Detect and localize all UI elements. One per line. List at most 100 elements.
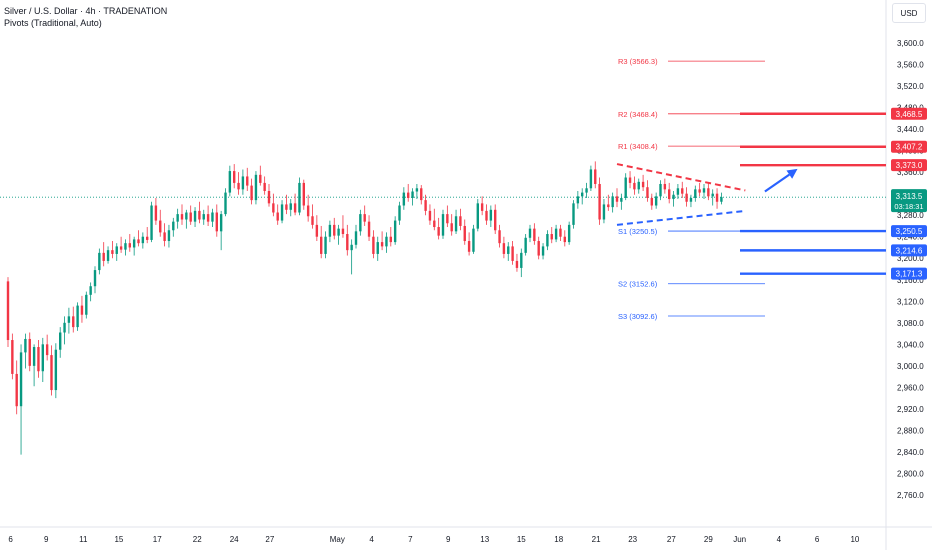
candle-body (98, 252, 101, 271)
y-tick-label: 3,440.0 (897, 125, 924, 134)
x-tick-label: 4 (369, 535, 374, 544)
level-price-label: 3,407.2 (896, 143, 923, 152)
candle (185, 209, 188, 229)
candle-body (54, 349, 58, 391)
candle-body (293, 203, 297, 213)
candle-body (372, 236, 375, 254)
candle-body (415, 188, 419, 192)
candle-body (620, 197, 623, 202)
candle-body (124, 243, 127, 250)
level-price-tag (891, 267, 927, 280)
candle (559, 224, 562, 242)
candle-body (507, 246, 510, 254)
candle-body (167, 230, 171, 242)
candle (689, 194, 693, 208)
indicator-label[interactable]: Pivots (Traditional, Auto) (4, 18, 102, 28)
candle-body (263, 182, 266, 191)
candle (541, 243, 545, 260)
candle (24, 333, 27, 369)
candle-body (389, 236, 392, 243)
candle (554, 224, 558, 243)
candle (446, 205, 449, 228)
candle-body (628, 177, 632, 183)
candle (15, 360, 18, 415)
candle-body (346, 234, 349, 251)
y-tick-label: 3,520.0 (897, 82, 924, 91)
candle-body (189, 212, 192, 222)
candle (589, 165, 593, 191)
candle-body (150, 205, 153, 240)
candle (298, 177, 301, 216)
time-axis[interactable]: 6 9 11 15 17 22 24 27 May 4 7 9 13 15 18 21 23 27 29 Jun 4 6 1… (0, 526, 932, 544)
y-tick-label: 3,040.0 (897, 340, 924, 349)
candle (467, 232, 471, 256)
candle-body (533, 228, 536, 242)
y-tick-label: 3,240.0 (897, 233, 924, 242)
candle-body (280, 204, 284, 221)
last-price-label: 3,313.5 (896, 192, 923, 201)
candle-body (298, 182, 301, 213)
candle (520, 248, 523, 278)
candle (476, 199, 479, 232)
candle-body (446, 214, 449, 224)
candle-body (154, 205, 158, 221)
candle-body (494, 209, 497, 231)
candle (115, 243, 118, 261)
candle (598, 177, 601, 225)
currency-button[interactable]: USD (892, 3, 926, 23)
candle (681, 181, 684, 198)
candle-body (428, 210, 432, 221)
candle (328, 220, 332, 243)
y-tick-label: 3,080.0 (897, 319, 924, 328)
candle-body (646, 187, 649, 198)
candle (581, 188, 584, 205)
pivot-lines: R3 (3566.3) R2 (3468.4) R1 (3408.4) S1 (325… (618, 57, 765, 321)
candle-body (146, 236, 149, 240)
candle-body (163, 232, 166, 242)
candle-body (224, 192, 227, 215)
x-tick-label: 9 (44, 535, 49, 544)
candle-body (172, 221, 175, 231)
candle (672, 190, 675, 207)
candle-body (489, 209, 493, 221)
breakout-arrow[interactable] (764, 173, 790, 193)
x-tick-label: 27 (265, 535, 274, 544)
candle-body (611, 196, 614, 208)
candle-body (463, 225, 466, 242)
candle (250, 178, 253, 205)
symbol-title[interactable]: Silver / U.S. Dollar · 4h · TRADENATION (4, 6, 168, 16)
candle (150, 201, 153, 243)
candle (585, 182, 588, 198)
candles (6, 161, 723, 455)
candle (45, 334, 49, 361)
candle (563, 230, 566, 247)
candle-body (681, 188, 684, 194)
candle (720, 192, 723, 205)
candle (350, 239, 353, 275)
resistance-trendline[interactable] (616, 163, 746, 192)
support-trendline[interactable] (616, 209, 746, 226)
candle (415, 183, 419, 200)
candle-body (237, 182, 240, 190)
candle-body (637, 181, 640, 190)
candle-body (37, 347, 40, 372)
breakout-arrow-head[interactable] (786, 168, 798, 179)
y-tick-label: 3,280.0 (897, 211, 924, 220)
candle-body (563, 236, 566, 243)
candle-body (668, 189, 671, 200)
candle (441, 209, 445, 239)
candle (320, 225, 323, 259)
candle (437, 217, 440, 240)
x-tick-label: 6 (815, 535, 820, 544)
level-price-label: 3,250.5 (896, 227, 923, 236)
candle-body (328, 224, 332, 237)
candle (163, 223, 166, 247)
drawings[interactable] (616, 163, 798, 226)
level-price-tag (891, 140, 927, 153)
candle-body (515, 260, 519, 268)
candle-body (289, 203, 292, 210)
x-tick-label: 22 (193, 535, 202, 544)
candle-body (576, 196, 580, 204)
candle (172, 217, 175, 237)
